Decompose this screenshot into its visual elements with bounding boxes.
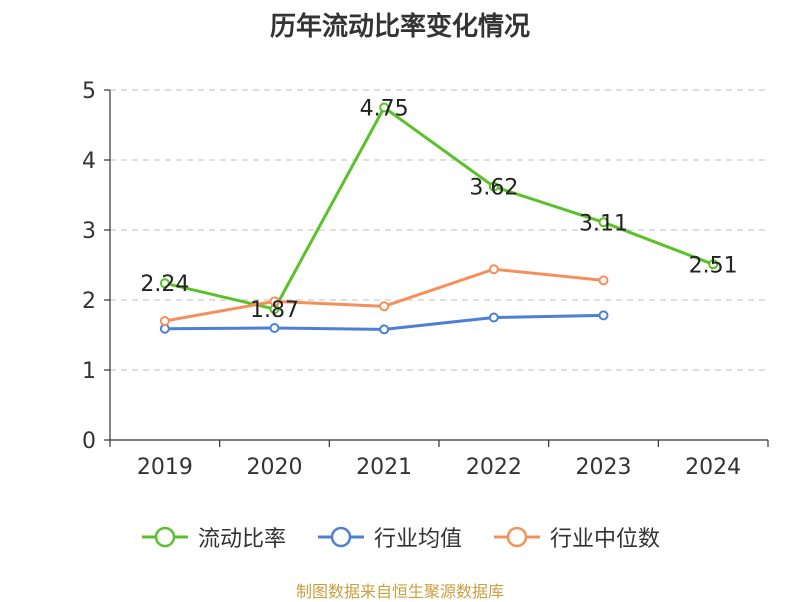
x-tick-label: 2022 — [466, 455, 522, 480]
data-label: 2.51 — [689, 253, 738, 278]
legend: 流动比率 行业均值 行业中位数 — [0, 520, 800, 554]
y-tick-label: 3 — [82, 219, 96, 244]
data-point — [598, 310, 609, 321]
data-point — [488, 264, 499, 275]
y-tick-label: 2 — [82, 289, 96, 314]
legend-swatch-marker — [330, 526, 352, 548]
legend-item[interactable]: 行业中位数 — [492, 521, 660, 553]
legend-item[interactable]: 行业均值 — [316, 521, 462, 553]
data-label: 1.87 — [250, 298, 299, 323]
y-tick-label: 5 — [82, 79, 96, 104]
legend-swatch-marker — [506, 526, 528, 548]
chart-title: 历年流动比率变化情况 — [269, 12, 530, 42]
label-layer: 2.24 1.87 4.75 3.62 3.11 2.51 — [140, 97, 737, 324]
data-point — [708, 259, 719, 270]
legend-item[interactable]: 流动比率 — [140, 521, 286, 553]
x-tick-label: 2024 — [685, 455, 741, 480]
series-line-0 — [164, 106, 714, 311]
data-label: 4.75 — [360, 97, 409, 122]
legend-swatch — [141, 526, 188, 548]
series-layer — [159, 102, 719, 335]
data-label: 3.11 — [579, 211, 628, 236]
x-tick-label: 2021 — [356, 455, 412, 480]
legend-label: 行业中位数 — [550, 527, 661, 552]
data-point — [159, 278, 170, 289]
data-label: 3.62 — [469, 176, 518, 201]
data-point — [269, 296, 280, 307]
data-point — [379, 102, 390, 113]
y-tick-label: 4 — [82, 149, 96, 174]
x-tick-label: 2019 — [137, 455, 193, 480]
data-point — [488, 312, 499, 323]
axis-layer: 0 1 2 3 4 5 2019 2020 2021 2022 2023 2024 — [82, 79, 769, 480]
legend-swatch-marker — [154, 526, 176, 548]
legend-swatch — [494, 526, 540, 548]
data-point — [159, 316, 170, 326]
data-point — [598, 275, 609, 286]
x-tick-label: 2020 — [247, 455, 303, 480]
data-point — [379, 301, 390, 312]
y-tick-label: 1 — [82, 359, 96, 384]
legend-label: 行业均值 — [373, 527, 462, 552]
data-point — [488, 181, 499, 192]
data-point — [598, 217, 609, 228]
source-note: 制图数据来自恒生聚源数据库 — [295, 582, 504, 601]
data-point — [379, 324, 390, 335]
data-label: 2.24 — [140, 272, 189, 297]
series-line-2 — [164, 267, 604, 323]
data-point — [269, 323, 280, 333]
legend-swatch — [317, 526, 364, 548]
y-tick-label: 0 — [82, 429, 96, 454]
legend-label: 流动比率 — [197, 527, 286, 552]
x-tick-label: 2023 — [576, 455, 632, 480]
